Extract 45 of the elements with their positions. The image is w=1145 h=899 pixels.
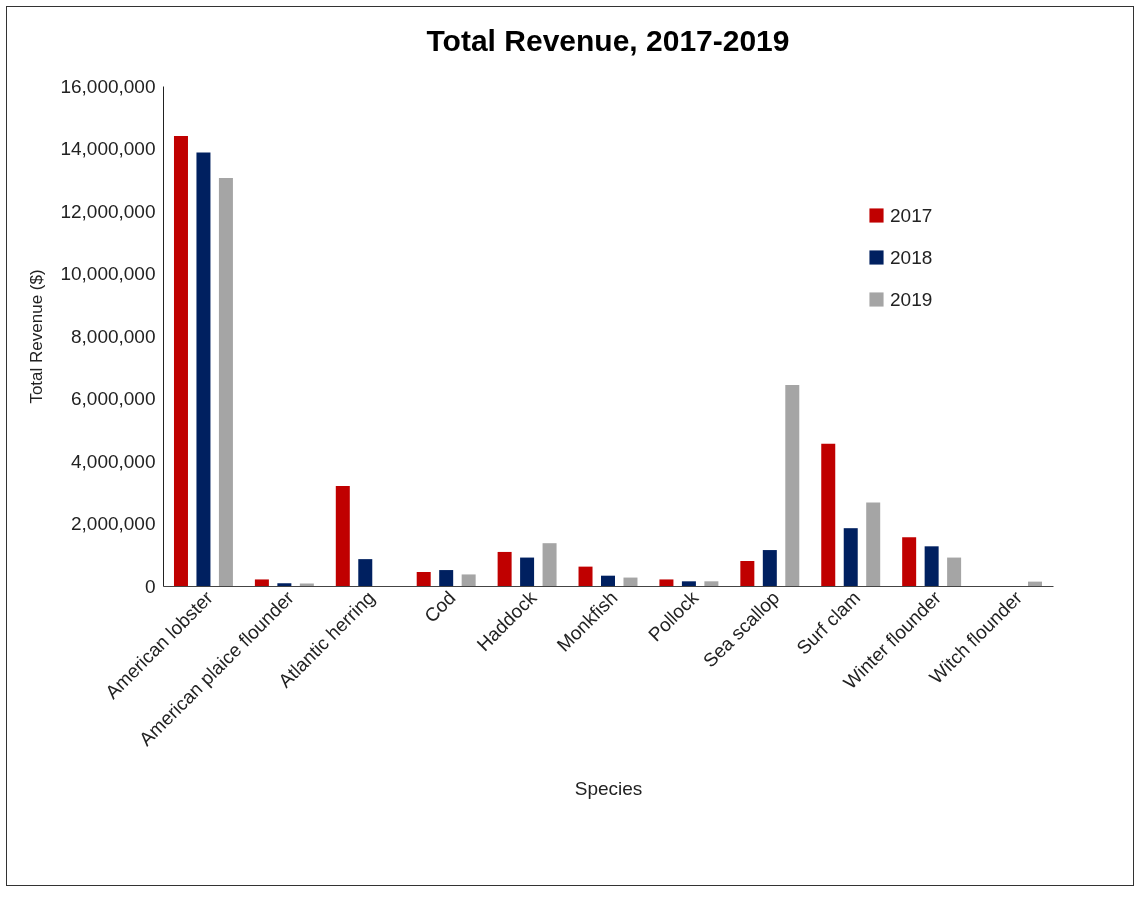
bar [1028, 581, 1043, 586]
legend-label: 2018 [890, 246, 933, 268]
bar [681, 581, 696, 586]
y-tick-label: 0 [144, 575, 156, 597]
y-axis-title: Total Revenue ($) [27, 269, 47, 404]
bar [762, 550, 777, 586]
bar [947, 557, 962, 586]
bar [785, 385, 800, 586]
y-tick-label: 14,000,000 [60, 138, 156, 159]
y-tick-label: 4,000,000 [70, 450, 156, 472]
bar [173, 136, 188, 586]
x-tick-label: Cod [420, 587, 460, 627]
bar [924, 546, 939, 586]
bar [542, 543, 557, 586]
x-axis-title: Species [574, 777, 643, 799]
bar [578, 566, 593, 586]
bar [704, 581, 719, 586]
y-tick-label: 10,000,000 [60, 263, 156, 284]
bar [254, 579, 269, 586]
bar [358, 559, 373, 586]
bar [843, 528, 858, 586]
chart-title: Total Revenue, 2017-2019 [426, 24, 790, 57]
bar [659, 579, 674, 586]
bar [740, 561, 755, 586]
bar [277, 583, 292, 586]
y-tick-label: 8,000,000 [70, 325, 156, 347]
bar [439, 570, 454, 586]
bar [461, 574, 476, 586]
legend-label: 2017 [890, 204, 933, 226]
y-tick-label: 2,000,000 [70, 513, 156, 534]
bar [821, 443, 836, 586]
y-tick-label: 16,000,000 [60, 75, 156, 97]
bar [196, 152, 211, 586]
bar [520, 557, 535, 586]
y-tick-label: 6,000,000 [70, 388, 156, 409]
bar [335, 486, 350, 586]
y-tick-label: 12,000,000 [60, 200, 156, 222]
bar [497, 551, 512, 586]
bar [902, 537, 917, 586]
bar [623, 577, 638, 586]
legend-label: 2019 [890, 288, 933, 310]
bar [218, 177, 233, 586]
bar [416, 571, 431, 586]
bar [601, 575, 615, 586]
bar [866, 502, 881, 586]
